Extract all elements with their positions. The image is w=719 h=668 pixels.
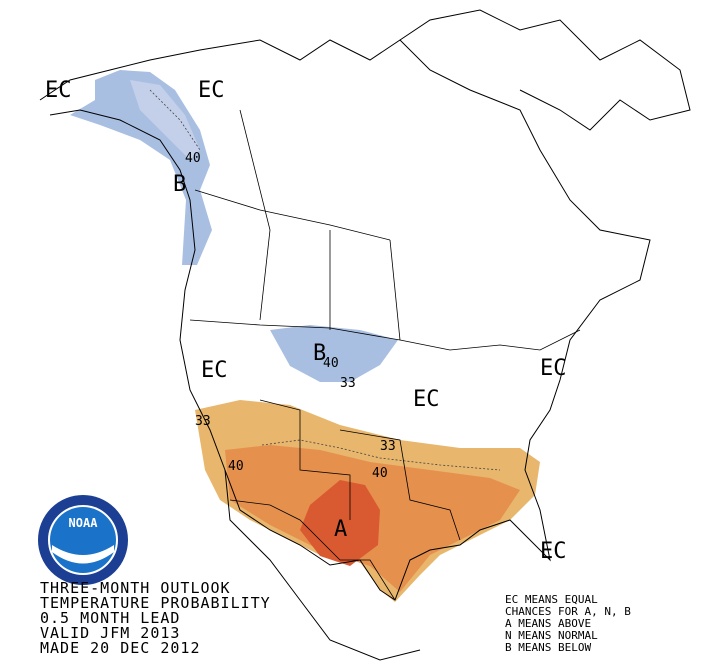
region-label: EC (413, 387, 440, 412)
coastline (399, 9, 691, 131)
contour-label: 33 (380, 439, 396, 454)
region-label: EC (198, 78, 225, 103)
region-label: EC (540, 539, 567, 564)
legend-line: CHANCES FOR A, N, B (505, 605, 631, 618)
border (194, 189, 391, 241)
logo-text: NOAA (69, 516, 99, 530)
contour-label: 40 (185, 151, 201, 166)
title-line: VALID JFM 2013 (40, 624, 180, 642)
border (339, 429, 461, 541)
logo-wave (52, 545, 114, 564)
below-33-plains (270, 325, 398, 382)
above-50-area (300, 480, 380, 566)
coastline (39, 39, 651, 601)
border (239, 109, 271, 321)
region-label: A (334, 517, 347, 542)
below-40-alaska (130, 80, 200, 160)
contour-label: 40 (372, 466, 388, 481)
region-label: B (173, 172, 186, 197)
region-label: EC (540, 356, 567, 381)
legend-line: A MEANS ABOVE (505, 617, 591, 630)
region-label: EC (201, 358, 228, 383)
legend-line: EC MEANS EQUAL (505, 593, 598, 606)
legend-line: N MEANS NORMAL (505, 629, 598, 642)
coastline (224, 469, 421, 661)
title-line: TEMPERATURE PROBABILITY (40, 594, 271, 612)
border (389, 239, 401, 341)
title-line: MADE 20 DEC 2012 (40, 639, 201, 657)
title-line: 0.5 MONTH LEAD (40, 609, 180, 627)
contour-label: 33 (340, 376, 356, 391)
border (189, 319, 581, 351)
region-label: EC (45, 78, 72, 103)
contour-label: 40 (228, 459, 244, 474)
border (229, 499, 396, 601)
title-line: THREE-MONTH OUTLOOK (40, 579, 231, 597)
border (259, 399, 351, 520)
contour-label: 40 (323, 356, 339, 371)
contour-label: 33 (195, 414, 211, 429)
region-label: B (313, 341, 326, 366)
legend-line: B MEANS BELOW (505, 641, 591, 654)
